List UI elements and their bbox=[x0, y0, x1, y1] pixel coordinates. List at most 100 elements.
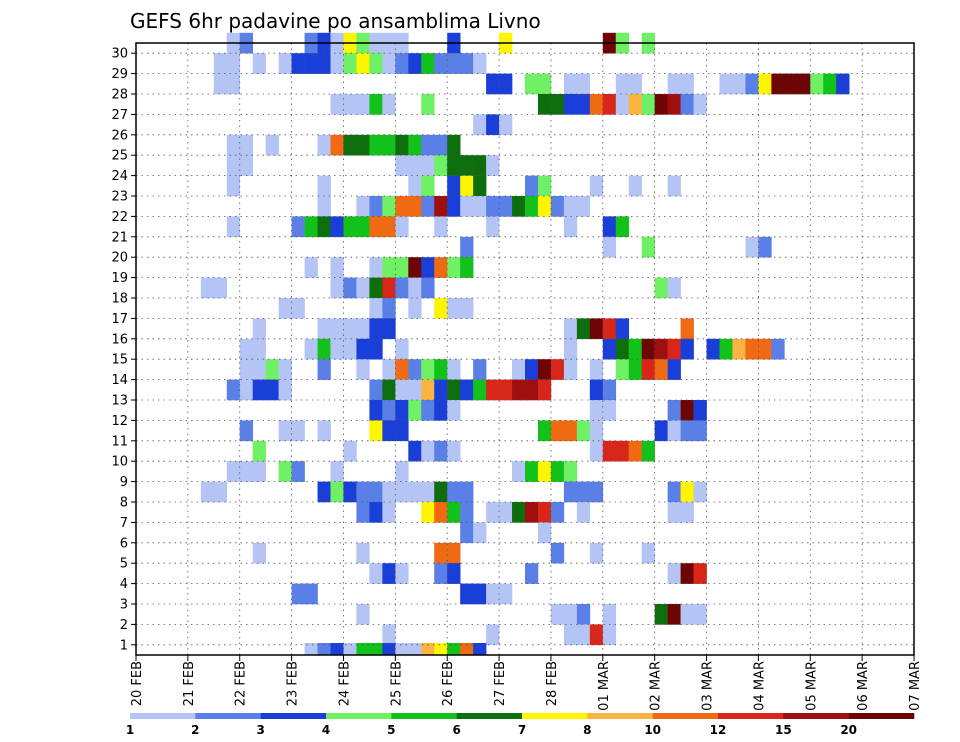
heatmap-cell-r25-s17 bbox=[356, 134, 370, 156]
heatmap-cell-r29-s19 bbox=[382, 53, 396, 74]
heatmap-cell-r24-s20 bbox=[395, 155, 409, 176]
heatmap-cell-r18-s16 bbox=[343, 277, 357, 299]
heatmap-cell-r15-s49 bbox=[771, 338, 785, 360]
y-tick-label: 20 bbox=[111, 251, 128, 266]
heatmap-cell-r23-s22 bbox=[421, 175, 435, 197]
heatmap-cell-r7-s17 bbox=[356, 502, 370, 523]
heatmap-cell-r11-s11 bbox=[278, 420, 292, 442]
heatmap-cell-r11-s43 bbox=[693, 420, 707, 442]
y-tick-label: 12 bbox=[111, 414, 128, 429]
heatmap-cell-r26-s28 bbox=[499, 114, 513, 136]
heatmap-cell-r29-s22 bbox=[421, 53, 435, 74]
heatmap-cell-r28-s47 bbox=[745, 73, 759, 95]
x-tick-label: 21 FEB bbox=[182, 661, 197, 706]
heatmap-cell-r21-s23 bbox=[434, 216, 448, 238]
heatmap-cell-r14-s24 bbox=[447, 359, 461, 380]
heatmap-cell-r7-s27 bbox=[486, 502, 500, 523]
legend-label: 6 bbox=[452, 723, 460, 737]
heatmap-cell-r29-s25 bbox=[460, 53, 474, 74]
heatmap-cell-r2-s42 bbox=[680, 604, 694, 625]
heatmap-cell-r2-s36 bbox=[602, 604, 617, 625]
heatmap-cell-r7-s28 bbox=[499, 502, 513, 523]
heatmap-cell-r13-s25 bbox=[460, 379, 474, 401]
heatmap-cell-r22-s19 bbox=[382, 196, 396, 217]
heatmap-cell-r2-s34 bbox=[576, 604, 591, 625]
heatmap-cell-r21-s13 bbox=[304, 216, 318, 238]
heatmap-cell-r19-s25 bbox=[460, 257, 474, 278]
legend-swatch bbox=[391, 713, 457, 719]
heatmap-cell-r3-s25 bbox=[460, 583, 474, 605]
heatmap-cell-r29-s18 bbox=[369, 53, 383, 74]
heatmap-cell-r8-s43 bbox=[693, 481, 707, 503]
heatmap-cell-r2-s33 bbox=[563, 604, 578, 625]
heatmap-cell-r27-s19 bbox=[382, 94, 396, 115]
heatmap-cell-r12-s22 bbox=[421, 400, 435, 421]
legend-label: 5 bbox=[387, 723, 395, 737]
heatmap-cell-r15-s8 bbox=[239, 338, 253, 360]
heatmap-cell-r28-s45 bbox=[719, 73, 733, 95]
heatmap-cell-r28-s31 bbox=[537, 73, 552, 95]
heatmap-cell-r21-s37 bbox=[615, 216, 630, 238]
heatmap-cell-r18-s5 bbox=[200, 277, 215, 299]
heatmap-cell-r16-s36 bbox=[602, 318, 617, 340]
heatmap-cell-r15-s40 bbox=[654, 338, 668, 360]
heatmap-cell-r14-s22 bbox=[421, 359, 435, 380]
heatmap-cell-r28-s34 bbox=[576, 73, 591, 95]
heatmap-cell-r29-s15 bbox=[330, 53, 344, 74]
heatmap-cell-r8-s17 bbox=[356, 481, 370, 503]
heatmap-cell-r4-s19 bbox=[382, 563, 396, 584]
heatmap-cell-r22-s21 bbox=[408, 196, 422, 217]
heatmap-cell-r27-s36 bbox=[602, 94, 617, 115]
heatmap-cell-r27-s37 bbox=[615, 94, 630, 115]
heatmap-cell-r28-s7 bbox=[226, 73, 241, 95]
heatmap-cell-r15-s20 bbox=[395, 338, 409, 360]
heatmap-cell-r24-s27 bbox=[486, 155, 500, 176]
heatmap-cell-r13-s35 bbox=[589, 379, 604, 401]
y-tick-label: 23 bbox=[111, 190, 128, 205]
heatmap-cell-r0-s15 bbox=[330, 643, 344, 656]
legend-swatch bbox=[522, 713, 588, 719]
legend-swatch bbox=[652, 713, 719, 719]
heatmap-cell-r13-s22 bbox=[421, 379, 435, 401]
heatmap-cell-r9-s8 bbox=[239, 461, 253, 482]
y-tick-label: 3 bbox=[120, 598, 128, 613]
heatmap-cell-r28-s48 bbox=[758, 73, 772, 95]
heatmap-cell-r1-s34 bbox=[576, 624, 591, 646]
heatmap-cell-r19-s19 bbox=[382, 257, 396, 278]
heatmap-cell-r28-s6 bbox=[213, 73, 228, 95]
heatmap-cell-r4-s18 bbox=[369, 563, 383, 584]
heatmap-cell-r16-s18 bbox=[369, 318, 383, 340]
heatmap-cell-r11-s12 bbox=[291, 420, 305, 442]
heatmap-cell-r7-s42 bbox=[680, 502, 694, 523]
heatmap-cell-r5-s24 bbox=[447, 542, 461, 564]
heatmap-cell-r29-s16 bbox=[343, 53, 357, 74]
y-tick-label: 18 bbox=[111, 292, 128, 307]
heatmap-cell-r6-s31 bbox=[537, 522, 552, 544]
heatmap-cell-r9-s12 bbox=[291, 461, 305, 482]
heatmap-cell-r15-s9 bbox=[252, 338, 266, 360]
heatmap-cell-r24-s23 bbox=[434, 155, 448, 176]
x-tick-label: 27 FEB bbox=[493, 661, 508, 706]
heatmap-cell-r27-s31 bbox=[537, 94, 552, 115]
heatmap-cell-r15-s33 bbox=[563, 338, 578, 360]
heatmap-cell-r10-s24 bbox=[447, 440, 461, 462]
heatmap-cell-r11-s18 bbox=[369, 420, 383, 442]
heatmap-cell-r14-s8 bbox=[239, 359, 253, 380]
heatmap-cell-r23-s21 bbox=[408, 175, 422, 197]
heatmap-cell-r14-s9 bbox=[252, 359, 266, 380]
heatmap-cell-r29-s23 bbox=[434, 53, 448, 74]
heatmap-cell-r20-s47 bbox=[745, 236, 759, 258]
heatmap-cell-r15-s48 bbox=[758, 338, 772, 360]
heatmap-cell-r27-s22 bbox=[421, 94, 435, 115]
heatmap-cell-r22-s18 bbox=[369, 196, 383, 217]
x-axis: 20 FEB 21 FEB 22 FEB 23 FEB 24 FEB 25 FEB 26 F… bbox=[130, 655, 923, 711]
heatmap-cell-r2-s40 bbox=[654, 604, 668, 625]
heatmap-cell-r5-s17 bbox=[356, 542, 370, 564]
heatmap-cell-r0-s22 bbox=[421, 643, 435, 656]
heatmap-cell-r21-s27 bbox=[486, 216, 500, 238]
heatmap-cell-r17-s12 bbox=[291, 298, 305, 319]
heatmap-cell-r17-s18 bbox=[369, 298, 383, 319]
heatmap-cell-r10-s39 bbox=[641, 440, 655, 462]
heatmap-cell-r29-s21 bbox=[408, 53, 422, 74]
